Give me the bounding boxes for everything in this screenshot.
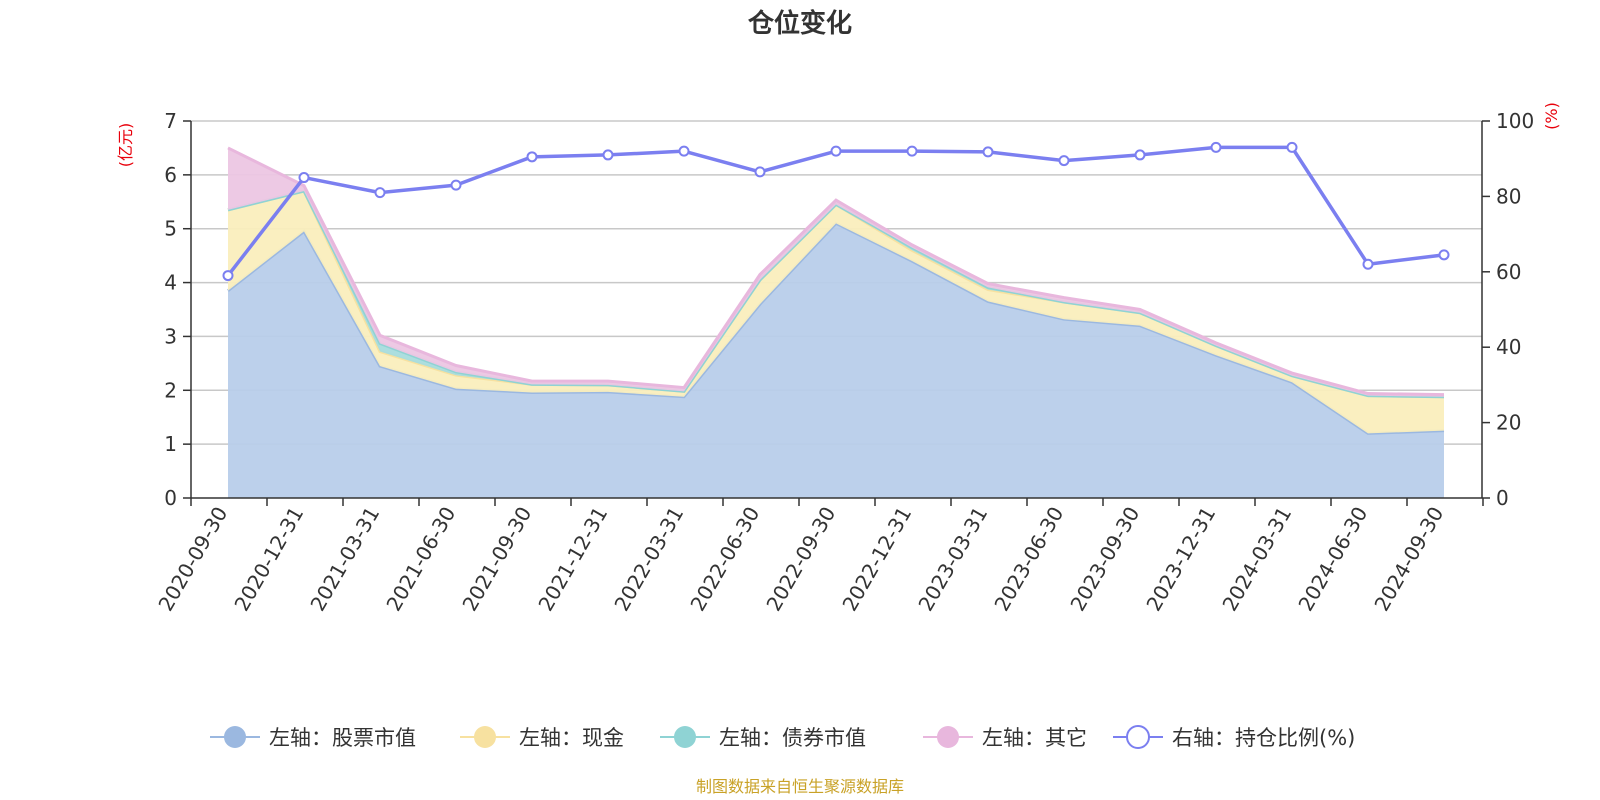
right-tick-label: 40 (1496, 335, 1521, 359)
ratio-point (1058, 155, 1070, 167)
ratio-point (298, 172, 310, 184)
legend-label-1: 左轴：现金 (519, 726, 624, 750)
left-tick-label: 7 (164, 109, 177, 133)
x-tick-label: 2024-09-30 (1369, 503, 1448, 616)
left-tick-label: 6 (164, 163, 177, 187)
legend-marker-3 (937, 726, 959, 748)
legend-marker-0 (224, 726, 246, 748)
legend-marker-4 (1126, 725, 1150, 749)
x-tick-label: 2022-09-30 (761, 503, 840, 616)
x-tick-label: 2023-03-31 (913, 503, 992, 616)
x-tick-label: 2020-12-31 (229, 503, 308, 616)
ratio-point (450, 179, 462, 191)
ratio-point (982, 146, 994, 158)
left-tick-label: 2 (164, 378, 177, 402)
area-edge-series-0 (227, 221, 1445, 435)
x-tick-label: 2021-09-30 (457, 503, 536, 616)
left-tick-label: 5 (164, 217, 177, 241)
area-series-0 (228, 223, 1444, 499)
ratio-point (1362, 258, 1374, 270)
left-tick-label: 4 (164, 271, 177, 295)
x-tick-label: 2024-06-30 (1293, 503, 1372, 616)
left-tick-label: 1 (164, 432, 177, 456)
x-tick-label: 2023-06-30 (989, 503, 1068, 616)
right-tick-label: 20 (1496, 411, 1521, 435)
ratio-point (222, 270, 234, 282)
ratio-point (1210, 141, 1222, 153)
chart-title: 仓位变化 (747, 8, 852, 39)
ratio-point (906, 145, 918, 157)
legend-marker-2 (674, 726, 696, 748)
x-tick-label: 2022-12-31 (837, 503, 916, 616)
x-tick-label: 2023-09-30 (1065, 503, 1144, 616)
ratio-line (222, 141, 1450, 282)
ratio-point (678, 145, 690, 157)
left-tick-label: 0 (164, 486, 177, 510)
ratio-point (602, 149, 614, 161)
ratio-point (374, 187, 386, 199)
ratio-point (1438, 249, 1450, 261)
legend: 左轴：股票市值 左轴：现金 左轴：债券市值 左轴：其它 右轴：持仓比例(%) (210, 725, 1355, 750)
x-tick-label: 2021-03-31 (305, 503, 384, 616)
right-tick-label: 0 (1496, 486, 1509, 510)
left-tick-label: 3 (164, 324, 177, 348)
x-tick-label: 2021-06-30 (381, 503, 460, 616)
legend-label-2: 左轴：债券市值 (719, 726, 866, 750)
right-axis-unit: (%) (1542, 102, 1561, 130)
left-axis-unit: (亿元) (116, 123, 135, 168)
ratio-point (526, 151, 538, 163)
stacked-areas (227, 146, 1445, 499)
x-tick-label: 2021-12-31 (533, 503, 612, 616)
ratio-point (830, 145, 842, 157)
legend-label-4: 右轴：持仓比例(%) (1172, 726, 1355, 750)
x-tick-label: 2023-12-31 (1141, 503, 1220, 616)
right-tick-label: 100 (1496, 109, 1534, 133)
x-tick-label: 2022-06-30 (685, 503, 764, 616)
x-tick-label: 2022-03-31 (609, 503, 688, 616)
legend-label-3: 左轴：其它 (982, 726, 1087, 750)
ratio-point (754, 166, 766, 178)
right-tick-label: 60 (1496, 260, 1521, 284)
x-tick-label: 2020-09-30 (153, 503, 232, 616)
x-tick-label: 2024-03-31 (1217, 503, 1296, 616)
right-tick-label: 80 (1496, 184, 1521, 208)
legend-label-0: 左轴：股票市值 (269, 726, 416, 750)
data-source-note: 制图数据来自恒生聚源数据库 (696, 777, 904, 796)
area-edge-series-3 (227, 146, 1445, 397)
legend-marker-1 (474, 726, 496, 748)
ratio-point (1286, 141, 1298, 153)
ratio-point (1134, 149, 1146, 161)
